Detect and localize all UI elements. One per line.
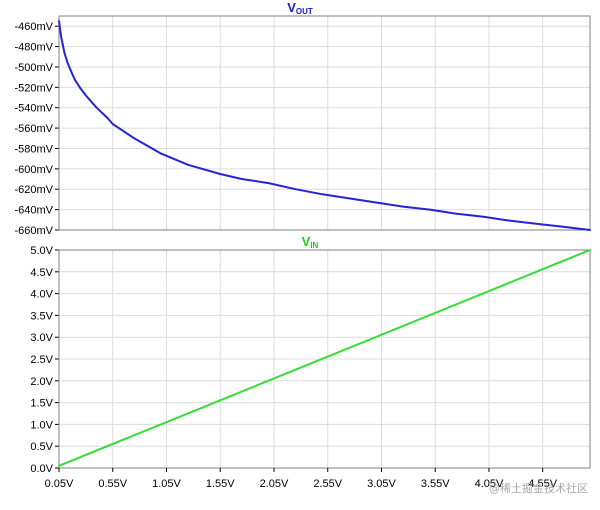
y-tick-label: 4.0V [30,289,53,301]
plot-frame [58,15,591,231]
x-tick-label: 2.55V [313,478,342,490]
series-line-vin [58,249,591,467]
y-tick-label: 0.0V [30,463,53,475]
pane-title: VIN [302,234,319,250]
y-tick-label: 2.0V [30,376,53,388]
y-tick-label: -600mV [14,164,53,176]
y-tick-label: 1.0V [30,419,53,431]
y-tick-label: 3.5V [30,310,53,322]
x-tick-label: 0.55V [98,478,127,490]
x-tick-label: 4.05V [475,478,504,490]
pane-vout: -460mV -480mV -500mV -520mV -540mV -560mV -580… [14,0,591,237]
y-tick-label: 1.5V [30,398,53,410]
y-tick-label: 3.0V [30,332,53,344]
x-tick-label: 4.55V [528,478,557,490]
y-tick-label: -540mV [14,103,53,115]
x-axis: 0.05V 0.55V 1.05V 1.55V 2.05V 2.55V 3.05V 3.55V… [45,468,558,490]
y-tick-label: -660mV [14,225,53,237]
y-tick-label: -560mV [14,123,53,135]
y-tick-label: -620mV [14,184,53,196]
y-tick-label: -480mV [14,42,53,54]
pane-title-sub: IN [310,241,318,250]
x-tick-label: 2.05V [260,478,289,490]
y-tick-label: -500mV [14,62,53,74]
y-tick-label: -640mV [14,205,53,217]
y-tick-label: -460mV [14,21,53,33]
y-tick-label: 4.5V [30,267,53,279]
x-tick-label: 0.05V [45,478,74,490]
pane-title-main: V [302,234,311,249]
watermark-text: @稀土掘金技术社区 [489,481,588,495]
plot-frame [58,249,591,469]
y-tick-label: 5.0V [30,245,53,257]
pane-title-main: V [287,0,296,15]
y-tick-label: 0.5V [30,441,53,453]
x-tick-label: 3.05V [367,478,396,490]
y-tick-label: -520mV [14,82,53,94]
pane-title: VOUT [287,0,313,16]
x-tick-label: 3.55V [421,478,450,490]
series-line-vout [58,20,591,231]
pane-title-sub: OUT [296,7,313,16]
y-tick-label: 2.5V [30,354,53,366]
x-tick-label: 1.05V [152,478,181,490]
x-tick-label: 1.55V [206,478,235,490]
y-tick-label: -580mV [14,143,53,155]
pane-vin: 0.0V 0.5V 1.0V 1.5V 2.0V 2.5V 3.0V 3.5V 4.0V 4.5V… [30,234,591,475]
